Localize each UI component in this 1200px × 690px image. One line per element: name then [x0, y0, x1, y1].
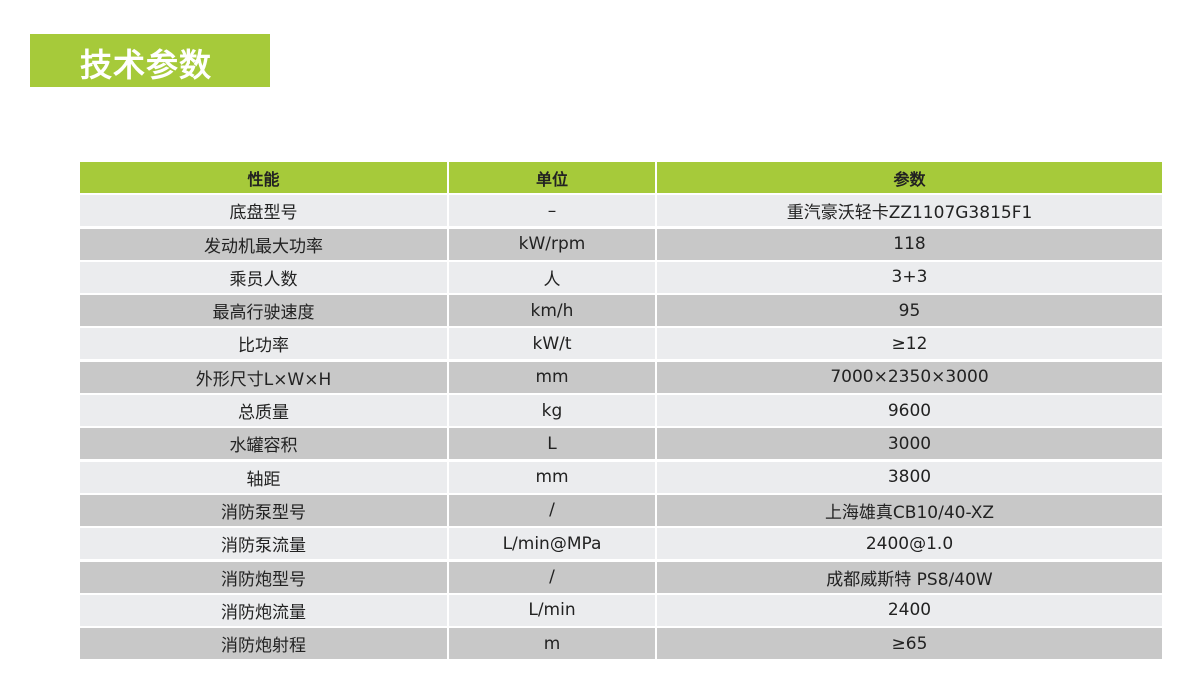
- header-performance: 性能: [80, 162, 447, 193]
- row-unit: L/min: [449, 594, 655, 626]
- row-unit: kW/t: [449, 328, 655, 360]
- row-performance: 消防炮射程: [80, 628, 447, 660]
- row-unit: kg: [449, 395, 655, 427]
- row-performance: 消防泵型号: [80, 494, 447, 526]
- table-row: 轴距 mm 3800: [80, 461, 1162, 493]
- header-parameter: 参数: [657, 162, 1162, 193]
- row-parameter: 2400: [657, 594, 1162, 626]
- row-parameter: 3+3: [657, 261, 1162, 293]
- row-unit: /: [449, 494, 655, 526]
- row-parameter: 上海雄真CB10/40-XZ: [657, 494, 1162, 526]
- row-parameter: 7000×2350×3000: [657, 361, 1162, 393]
- row-performance: 消防泵流量: [80, 528, 447, 560]
- section-title-bar: 技术参数: [30, 34, 270, 87]
- row-unit: L: [449, 428, 655, 460]
- row-parameter: 9600: [657, 395, 1162, 427]
- row-unit: mm: [449, 361, 655, 393]
- section-title: 技术参数: [80, 46, 213, 84]
- table-row: 外形尺寸L×W×H mm 7000×2350×3000: [80, 361, 1162, 393]
- row-performance: 水罐容积: [80, 428, 447, 460]
- table-row: 消防炮流量 L/min 2400: [80, 594, 1162, 626]
- row-performance: 比功率: [80, 328, 447, 360]
- row-performance: 消防炮流量: [80, 594, 447, 626]
- table-row: 底盘型号 – 重汽豪沃轻卡ZZ1107G3815F1: [80, 195, 1162, 227]
- table-header-row: 性能 单位 参数: [80, 162, 1162, 193]
- table-row: 比功率 kW/t ≥12: [80, 328, 1162, 360]
- row-parameter: 重汽豪沃轻卡ZZ1107G3815F1: [657, 195, 1162, 227]
- table-row: 乘员人数人 3+3: [80, 261, 1162, 293]
- table-row: 最高行驶速度 km/h 95: [80, 295, 1162, 327]
- table-row: 消防泵流量 L/min@MPa 2400@1.0: [80, 528, 1162, 560]
- row-unit: m: [449, 628, 655, 660]
- row-parameter: 95: [657, 295, 1162, 327]
- row-performance: 外形尺寸L×W×H: [80, 361, 447, 393]
- header-unit: 单位: [449, 162, 655, 193]
- row-unit: –: [449, 195, 655, 227]
- row-performance: 总质量: [80, 395, 447, 427]
- row-parameter: ≥12: [657, 328, 1162, 360]
- table-row: 消防炮射程 m ≥65: [80, 628, 1162, 660]
- row-performance: 乘员人数: [80, 261, 447, 293]
- row-parameter: 3000: [657, 428, 1162, 460]
- row-performance: 最高行驶速度: [80, 295, 447, 327]
- table-row: 总质量 kg 9600: [80, 395, 1162, 427]
- row-unit: kW/rpm: [449, 228, 655, 260]
- table-row: 水罐容积 L 3000: [80, 428, 1162, 460]
- table-row: 消防泵型号 / 上海雄真CB10/40-XZ: [80, 494, 1162, 526]
- row-parameter: 3800: [657, 461, 1162, 493]
- row-unit: mm: [449, 461, 655, 493]
- row-unit: /: [449, 561, 655, 593]
- table-row: 消防炮型号 / 成都威斯特 PS8/40W: [80, 561, 1162, 593]
- row-performance: 消防炮型号: [80, 561, 447, 593]
- table-row: 发动机最大功率 kW/rpm 118: [80, 228, 1162, 260]
- row-parameter: 2400@1.0: [657, 528, 1162, 560]
- row-performance: 发动机最大功率: [80, 228, 447, 260]
- row-parameter: 118: [657, 228, 1162, 260]
- row-unit: 人: [449, 261, 655, 293]
- spec-table: 性能 单位 参数 底盘型号 – 重汽豪沃轻卡ZZ1107G3815F1 发动机最大功率…: [80, 162, 1162, 661]
- row-performance: 轴距: [80, 461, 447, 493]
- row-parameter: 成都威斯特 PS8/40W: [657, 561, 1162, 593]
- row-unit: L/min@MPa: [449, 528, 655, 560]
- row-unit: km/h: [449, 295, 655, 327]
- row-parameter: ≥65: [657, 628, 1162, 660]
- row-performance: 底盘型号: [80, 195, 447, 227]
